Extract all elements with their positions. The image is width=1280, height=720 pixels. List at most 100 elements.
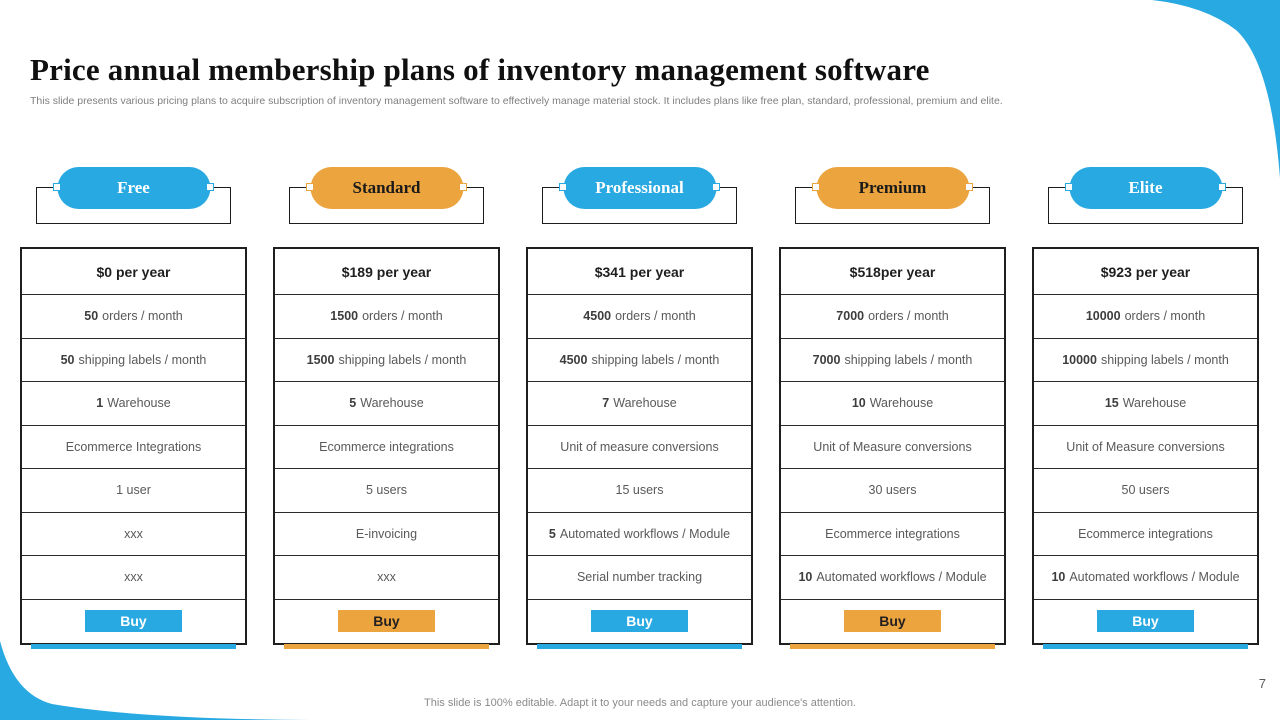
buy-button-professional[interactable]: Buy [591, 610, 688, 632]
feature-cell: 15 Warehouse [1034, 381, 1257, 425]
feature-cell: 5 Warehouse [275, 381, 498, 425]
plan-table-standard: $189 per year 1500 orders / month 1500 shipp… [273, 247, 500, 645]
buy-button-standard[interactable]: Buy [338, 610, 435, 632]
plan-pill-free[interactable]: Free [57, 167, 210, 209]
page-title: Price annual membership plans of invento… [30, 51, 930, 87]
page-number: 7 [1258, 676, 1266, 691]
price-cell: $0 per year [96, 263, 171, 280]
connector-handle-icon [458, 183, 467, 191]
plan-pill-professional[interactable]: Professional [563, 167, 716, 209]
feature-text: 5 users [366, 483, 407, 498]
feature-cell: Unit of Measure conversions [1034, 424, 1257, 469]
feature-cell: 15 users [528, 468, 751, 512]
plan-column-premium: Premium $518per year 7000 orders / month 700… [779, 167, 1006, 649]
plan-table-premium: $518per year 7000 orders / month 7000 shippi… [779, 247, 1006, 645]
pricing-columns: Free $0 per year 50 orders / month 50 shippin… [0, 167, 1280, 649]
feature-cell: Ecommerce Integrations [22, 424, 245, 469]
feature-text: orders / month [362, 309, 443, 324]
buy-button-elite[interactable]: Buy [1097, 610, 1194, 632]
feature-value: 15 [1104, 396, 1119, 411]
connector-handle-icon [964, 183, 973, 191]
plan-header-premium: Premium [779, 167, 1006, 224]
feature-cell: xxx [22, 511, 245, 556]
feature-cell: Ecommerce integrations [1034, 511, 1257, 556]
feature-value: 7000 [812, 352, 841, 367]
price-cell: $341 per year [594, 263, 685, 280]
feature-text: orders / month [102, 309, 183, 324]
feature-cell: 7000 shipping labels / month [781, 337, 1004, 382]
plan-name-label: Elite [1128, 178, 1163, 197]
buy-button-free[interactable]: Buy [85, 610, 182, 632]
feature-text: Serial number tracking [576, 570, 703, 585]
plan-name-label: Free [117, 178, 150, 197]
plan-pill-elite[interactable]: Elite [1069, 167, 1222, 209]
feature-cell: 1 Warehouse [22, 381, 245, 425]
feature-value: 10 [851, 396, 866, 411]
feature-value: 1 [96, 396, 104, 411]
feature-value: 5 [349, 396, 357, 411]
connector-handle-icon [711, 183, 720, 191]
feature-cell: Serial number tracking [528, 555, 751, 599]
feature-text: 1 user [116, 483, 151, 498]
feature-value: 10 [798, 570, 813, 585]
feature-text: Warehouse [360, 396, 424, 411]
feature-value: 1500 [330, 309, 359, 324]
plan-table-elite: $923 per year 10000 orders / month 10000 shi… [1032, 247, 1259, 645]
connector-handle-icon [1217, 183, 1226, 191]
feature-cell: 7000 orders / month [781, 294, 1004, 338]
feature-cell: 10000 shipping labels / month [1034, 337, 1257, 382]
plan-header-standard: Standard [273, 167, 500, 224]
feature-text: Automated workflows / Module [816, 570, 987, 585]
feature-text: 15 users [615, 483, 664, 498]
corner-shape-top-right [1152, 0, 1280, 178]
feature-text: xxx [124, 570, 143, 585]
connector-handle-icon [811, 183, 820, 191]
feature-cell: E-invoicing [275, 511, 498, 556]
feature-cell: 1500 shipping labels / month [275, 337, 498, 382]
feature-text: shipping labels / month [844, 352, 973, 367]
plan-pill-premium[interactable]: Premium [816, 167, 969, 209]
feature-text: Ecommerce integrations [1078, 526, 1213, 541]
price-cell: $518per year [849, 263, 936, 280]
price-cell: $189 per year [341, 263, 432, 280]
plan-header-elite: Elite [1032, 167, 1259, 224]
feature-text: 50 users [1121, 483, 1170, 498]
feature-text: Warehouse [107, 396, 171, 411]
feature-value: 4500 [559, 352, 588, 367]
feature-cell: Ecommerce integrations [781, 511, 1004, 556]
plan-name-label: Professional [595, 178, 684, 197]
feature-value: 1500 [306, 352, 335, 367]
feature-cell: 5 Automated workflows / Module [528, 511, 751, 556]
column-underline [31, 643, 236, 649]
feature-cell: 50 orders / month [22, 294, 245, 338]
feature-value: 5 [548, 526, 556, 541]
column-underline [1043, 643, 1248, 649]
feature-value: 50 [60, 352, 75, 367]
feature-cell: 1 user [22, 468, 245, 512]
connector-handle-icon [305, 183, 314, 191]
buy-button-premium[interactable]: Buy [844, 610, 941, 632]
buy-row: Buy [22, 598, 245, 643]
feature-cell: 10000 orders / month [1034, 294, 1257, 338]
plan-table-professional: $341 per year 4500 orders / month 4500 shipp… [526, 247, 753, 645]
feature-cell: Ecommerce integrations [275, 424, 498, 469]
feature-text: shipping labels / month [1100, 352, 1229, 367]
feature-text: orders / month [1124, 309, 1206, 324]
connector-handle-icon [1064, 183, 1073, 191]
buy-row: Buy [781, 598, 1004, 643]
feature-cell: 1500 orders / month [275, 294, 498, 338]
feature-cell: xxx [22, 555, 245, 599]
buy-row: Buy [1034, 598, 1257, 643]
plan-table-free: $0 per year 50 orders / month 50 shipping la… [20, 247, 247, 645]
plan-pill-standard[interactable]: Standard [310, 167, 463, 209]
feature-value: 7000 [836, 309, 865, 324]
price-cell: $923 per year [1100, 263, 1191, 280]
feature-text: Automated workflows / Module [1069, 570, 1240, 585]
feature-text: shipping labels / month [338, 352, 467, 367]
feature-cell: xxx [275, 555, 498, 599]
plan-column-elite: Elite $923 per year 10000 orders / month 100… [1032, 167, 1259, 649]
feature-text: xxx [377, 570, 396, 585]
feature-text: Warehouse [1122, 396, 1187, 411]
connector-handle-icon [205, 183, 214, 191]
